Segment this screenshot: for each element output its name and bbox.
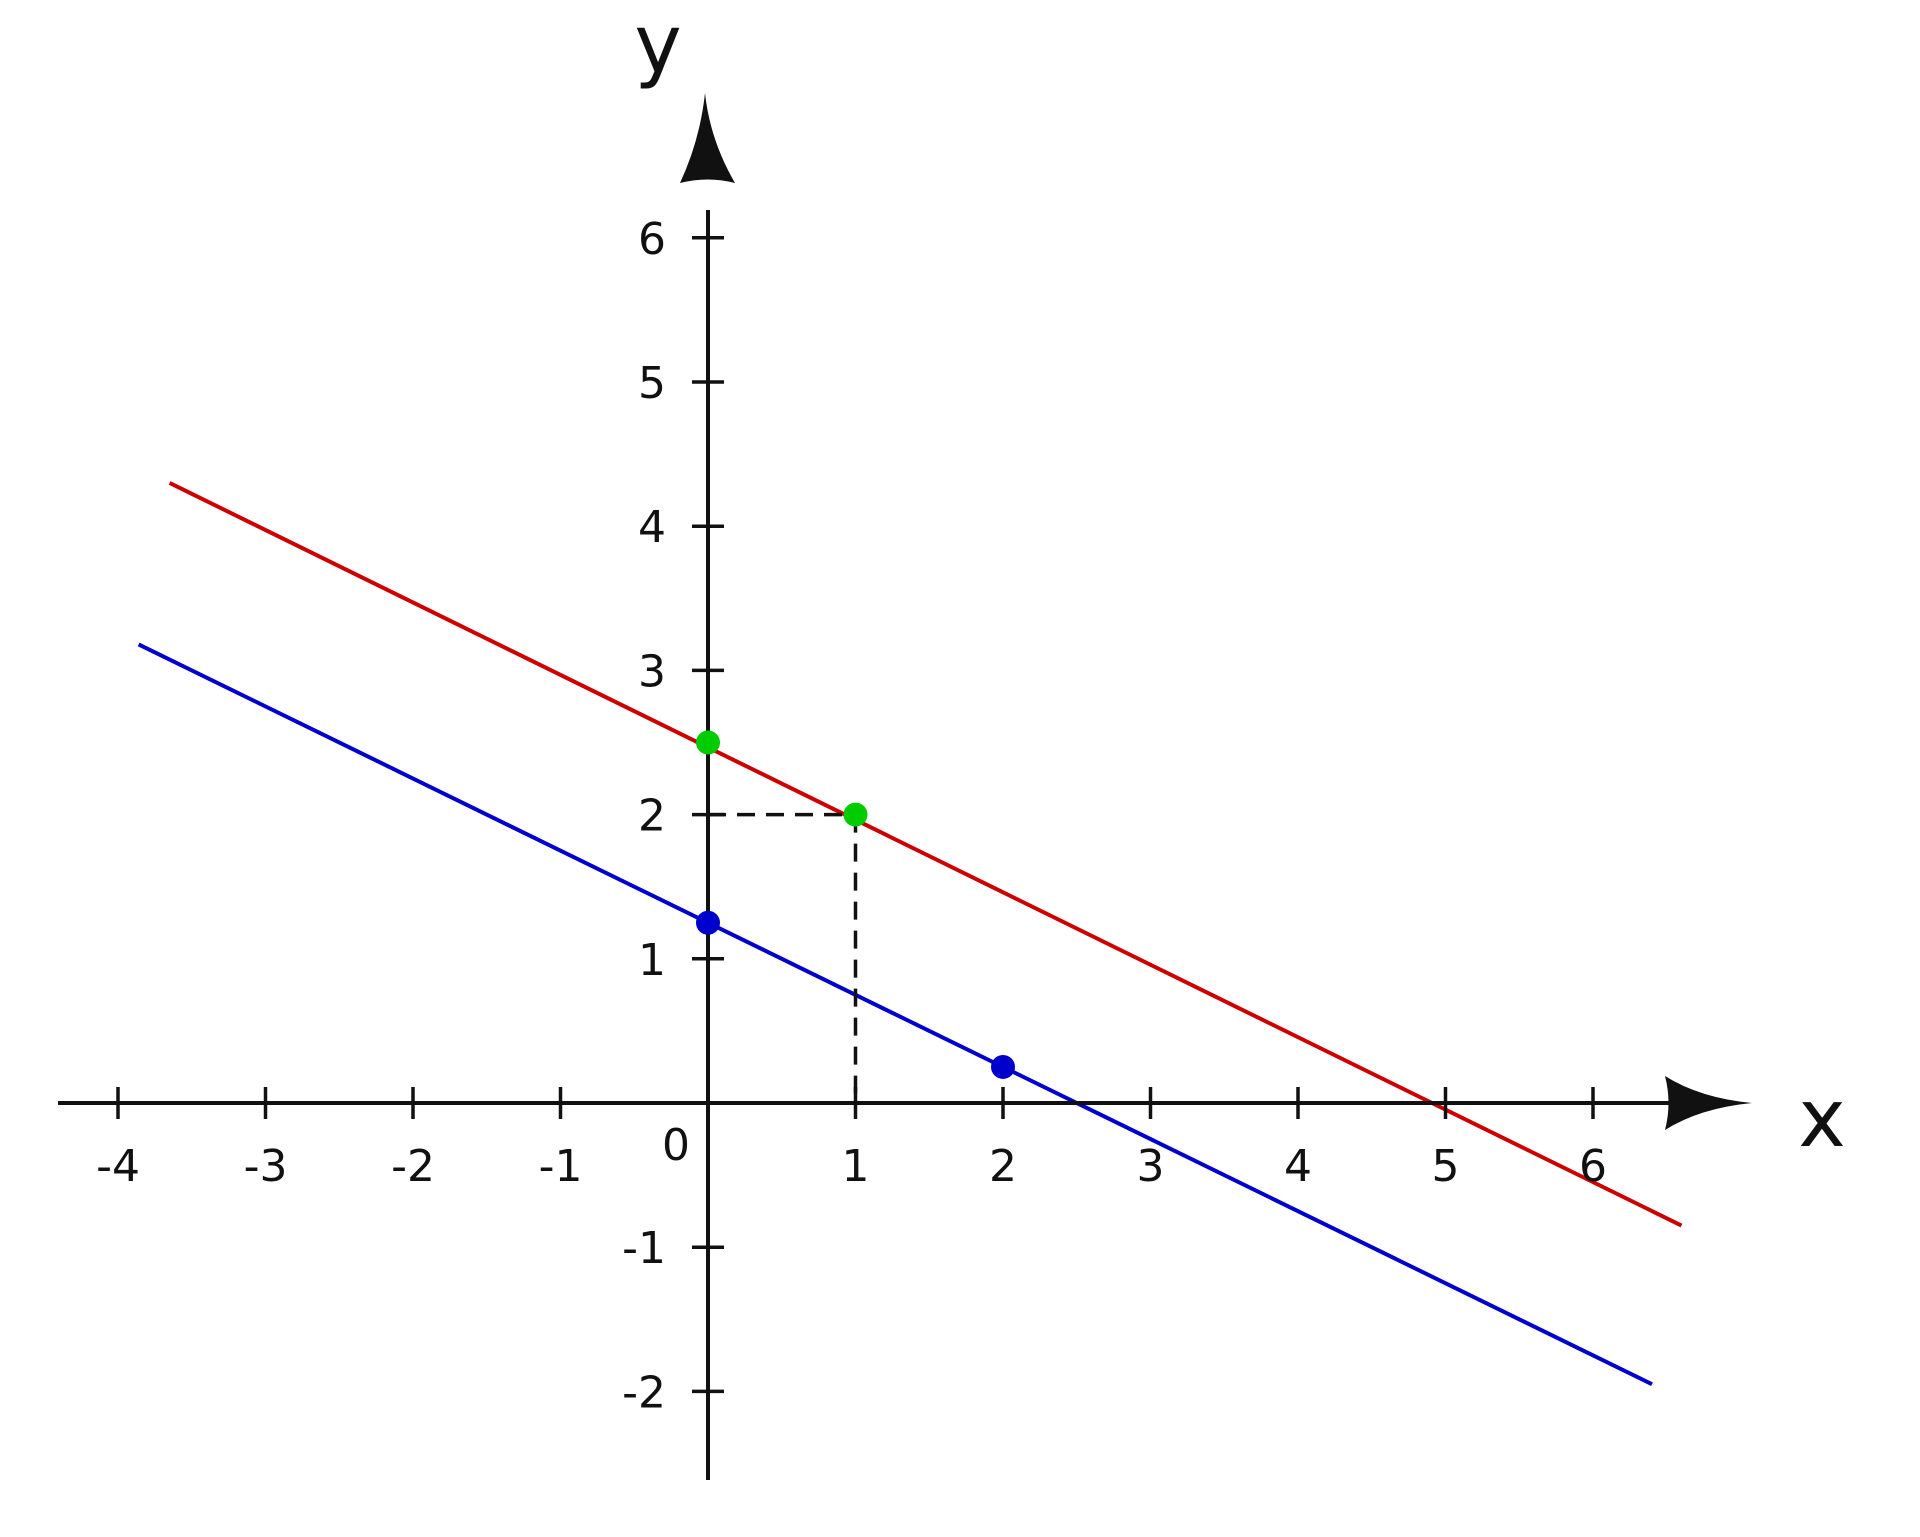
series-line-2 [137, 642, 1653, 1386]
y-tick-label-5: 5 [638, 358, 666, 409]
x-tick-label--1: -1 [539, 1141, 583, 1192]
axes [58, 93, 1752, 1480]
tick-labels: -4 -3 -2 -1 1 2 3 4 5 6 -2 -1 1 2 3 4 5 6 [96, 214, 1607, 1419]
data-point-1 [696, 730, 720, 755]
y-axis-label: y [634, 0, 681, 91]
x-tick-label-1: 1 [842, 1141, 870, 1192]
guide-lines [708, 812, 858, 1103]
series-lines [137, 481, 1683, 1386]
data-point-3 [696, 910, 720, 935]
data-point-2 [843, 802, 868, 827]
y-axis-arrowhead [680, 93, 735, 183]
origin-label: 0 [662, 1120, 690, 1171]
data-points [696, 730, 1015, 1079]
y-tick-label-3: 3 [638, 646, 666, 697]
x-tick-label-6: 6 [1579, 1141, 1607, 1192]
y-tick-label-1: 1 [638, 935, 666, 986]
x-axis-label: x [1798, 1072, 1845, 1165]
x-tick-label--2: -2 [391, 1141, 435, 1192]
y-tick-label--2: -2 [622, 1367, 666, 1418]
series-line-1 [168, 481, 1683, 1228]
y-tick-label-4: 4 [638, 502, 666, 553]
x-tick-label-5: 5 [1432, 1141, 1460, 1192]
x-tick-label--3: -3 [244, 1141, 288, 1192]
x-tick-label-4: 4 [1284, 1141, 1312, 1192]
x-tick-label-2: 2 [989, 1141, 1017, 1192]
y-tick-label-2: 2 [638, 791, 666, 842]
x-axis-arrowhead [1665, 1076, 1752, 1130]
data-point-4 [991, 1054, 1015, 1079]
x-tick-label--4: -4 [96, 1141, 140, 1192]
y-tick-label-6: 6 [638, 214, 666, 265]
y-tick-label--1: -1 [622, 1223, 666, 1274]
x-tick-label-3: 3 [1137, 1141, 1165, 1192]
